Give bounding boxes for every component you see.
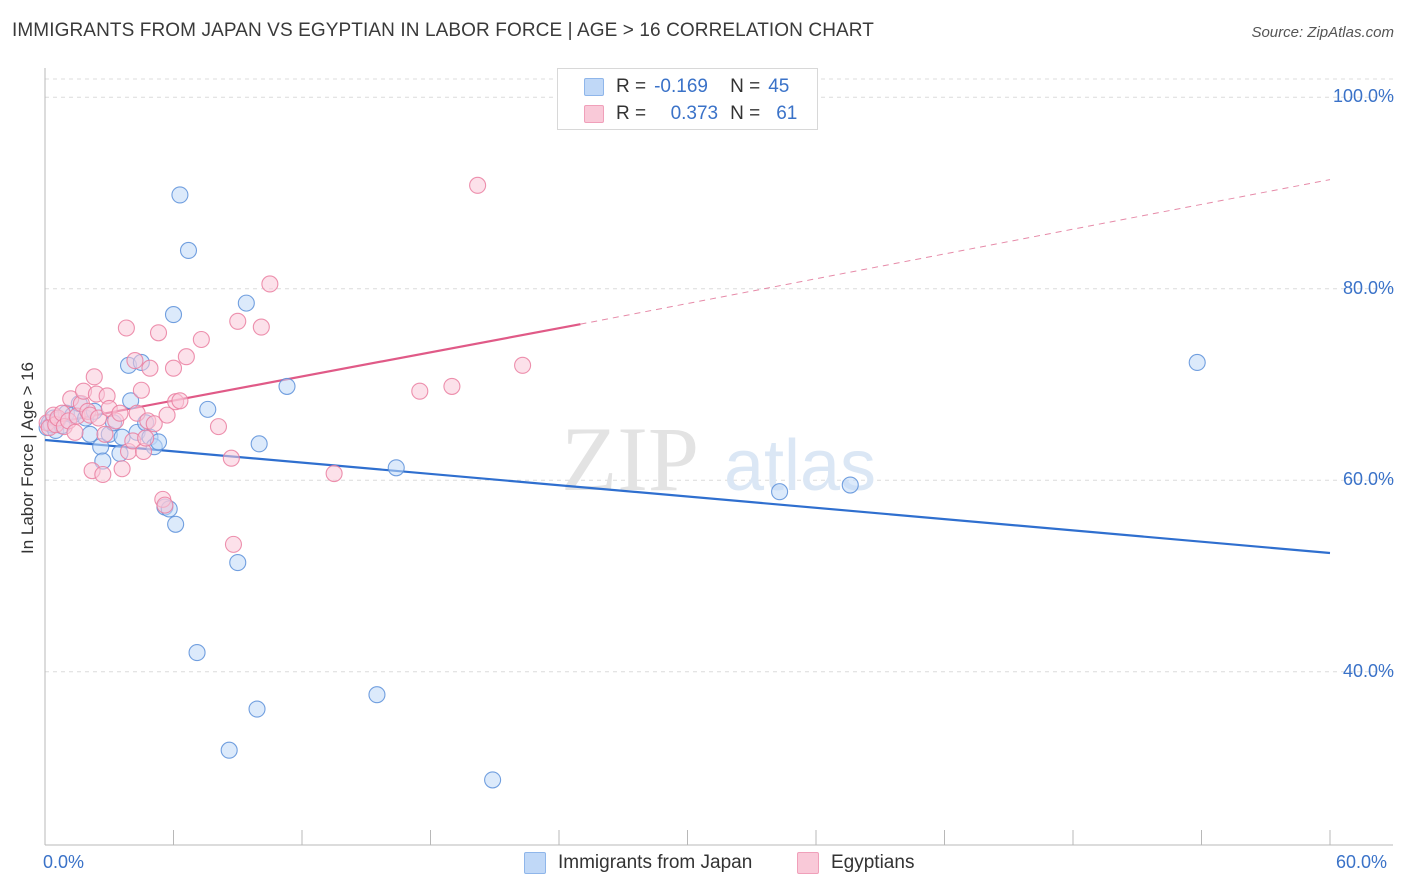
source-label: Source: ZipAtlas.com (1251, 24, 1394, 41)
point-egyptians-24 (111, 404, 129, 422)
point-egyptians-54 (443, 377, 461, 395)
legend-swatch-japan (584, 78, 604, 96)
series-legend-label-egyptians: Egyptians (831, 852, 915, 873)
point-japan-30 (164, 306, 183, 324)
point-japan-36 (229, 554, 247, 572)
x-tick-label-min: 0.0% (43, 852, 85, 872)
point-egyptians-55 (469, 176, 487, 194)
legend-row-japan: R = -0.169 N = 45 (584, 74, 789, 100)
legend-row-egyptians: R = 0.373 N = 61 (584, 101, 797, 127)
point-egyptians-48 (224, 535, 243, 553)
point-egyptians-45 (192, 330, 210, 349)
legend-r-label: R = (616, 103, 647, 124)
point-egyptians-56 (514, 356, 532, 374)
point-japan-42 (387, 459, 405, 477)
trend-extension-series-1 (580, 179, 1331, 325)
legend-n-value: 61 (776, 103, 798, 124)
point-japan-44 (771, 483, 789, 501)
point-japan-39 (250, 435, 268, 453)
point-japan-31 (171, 186, 189, 204)
point-egyptians-26 (117, 319, 135, 337)
axes (44, 68, 1393, 846)
point-egyptians-51 (261, 275, 279, 293)
trend-lines (44, 179, 1331, 555)
point-egyptians-44 (177, 348, 195, 366)
point-egyptians-16 (85, 368, 103, 386)
point-egyptians-25 (113, 460, 131, 478)
trend-line-series-0 (44, 438, 1331, 555)
point-egyptians-19 (94, 465, 112, 484)
stats-legend: R = -0.169 N = 45 R = 0.373 N = 61 (557, 68, 818, 130)
point-japan-43 (484, 771, 502, 789)
point-japan-32 (179, 241, 198, 260)
point-egyptians-52 (325, 464, 343, 483)
series-legend-egyptians: Egyptians (797, 852, 914, 874)
y-tick-label-80: 80.0% (1342, 277, 1394, 298)
point-egyptians-50 (252, 318, 270, 336)
point-japan-29 (167, 515, 185, 533)
series-legend-swatch-japan (524, 852, 546, 874)
legend-r-value: 0.373 (670, 103, 719, 124)
legend-swatch-egyptians (584, 105, 604, 123)
point-japan-40 (278, 377, 296, 395)
point-egyptians-47 (222, 449, 240, 467)
point-egyptians-36 (145, 415, 163, 433)
point-japan-34 (199, 400, 217, 418)
point-japan-45 (841, 476, 859, 494)
chart-title: IMMIGRANTS FROM JAPAN VS EGYPTIAN IN LAB… (12, 20, 874, 41)
point-egyptians-49 (229, 312, 247, 330)
point-japan-38 (248, 700, 266, 718)
point-egyptians-29 (126, 352, 144, 370)
point-egyptians-18 (89, 409, 108, 427)
watermark-zip: ZIP (561, 408, 699, 510)
point-egyptians-43 (171, 392, 189, 410)
y-tick-label-100: 100.0% (1332, 86, 1394, 107)
point-japan-35 (220, 741, 238, 759)
point-egyptians-46 (209, 418, 228, 436)
legend-r-label: R = (616, 76, 647, 97)
watermark: ZIP atlas (561, 408, 876, 510)
gridlines (45, 78, 1393, 673)
point-japan-41 (368, 686, 386, 704)
legend-n-label: N = (730, 103, 761, 124)
point-egyptians-33 (137, 429, 155, 447)
y-tick-label-40: 40.0% (1342, 660, 1394, 681)
series-legend-japan: Immigrants from Japan (524, 852, 752, 874)
point-egyptians-53 (411, 382, 429, 400)
point-egyptians-40 (158, 406, 176, 424)
legend-n-value: 45 (768, 76, 790, 97)
data-points (38, 176, 1206, 789)
point-japan-37 (237, 294, 255, 312)
point-egyptians-35 (141, 359, 159, 377)
x-tick-label-max: 60.0% (1336, 852, 1388, 872)
point-japan-46 (1188, 353, 1206, 372)
series-legend-label-japan: Immigrants from Japan (558, 852, 753, 873)
y-tick-label-60: 60.0% (1342, 469, 1394, 490)
point-japan-33 (188, 644, 206, 662)
point-egyptians-42 (164, 359, 183, 377)
series-legend-swatch-egyptians (797, 852, 819, 874)
point-egyptians-39 (156, 496, 174, 514)
point-egyptians-9 (66, 423, 84, 441)
watermark-atlas: atlas (724, 426, 876, 506)
point-egyptians-37 (149, 324, 168, 342)
legend-r-value: -0.169 (654, 76, 708, 97)
point-egyptians-31 (132, 381, 150, 399)
point-egyptians-20 (96, 425, 114, 443)
legend-n-label: N = (730, 76, 761, 97)
